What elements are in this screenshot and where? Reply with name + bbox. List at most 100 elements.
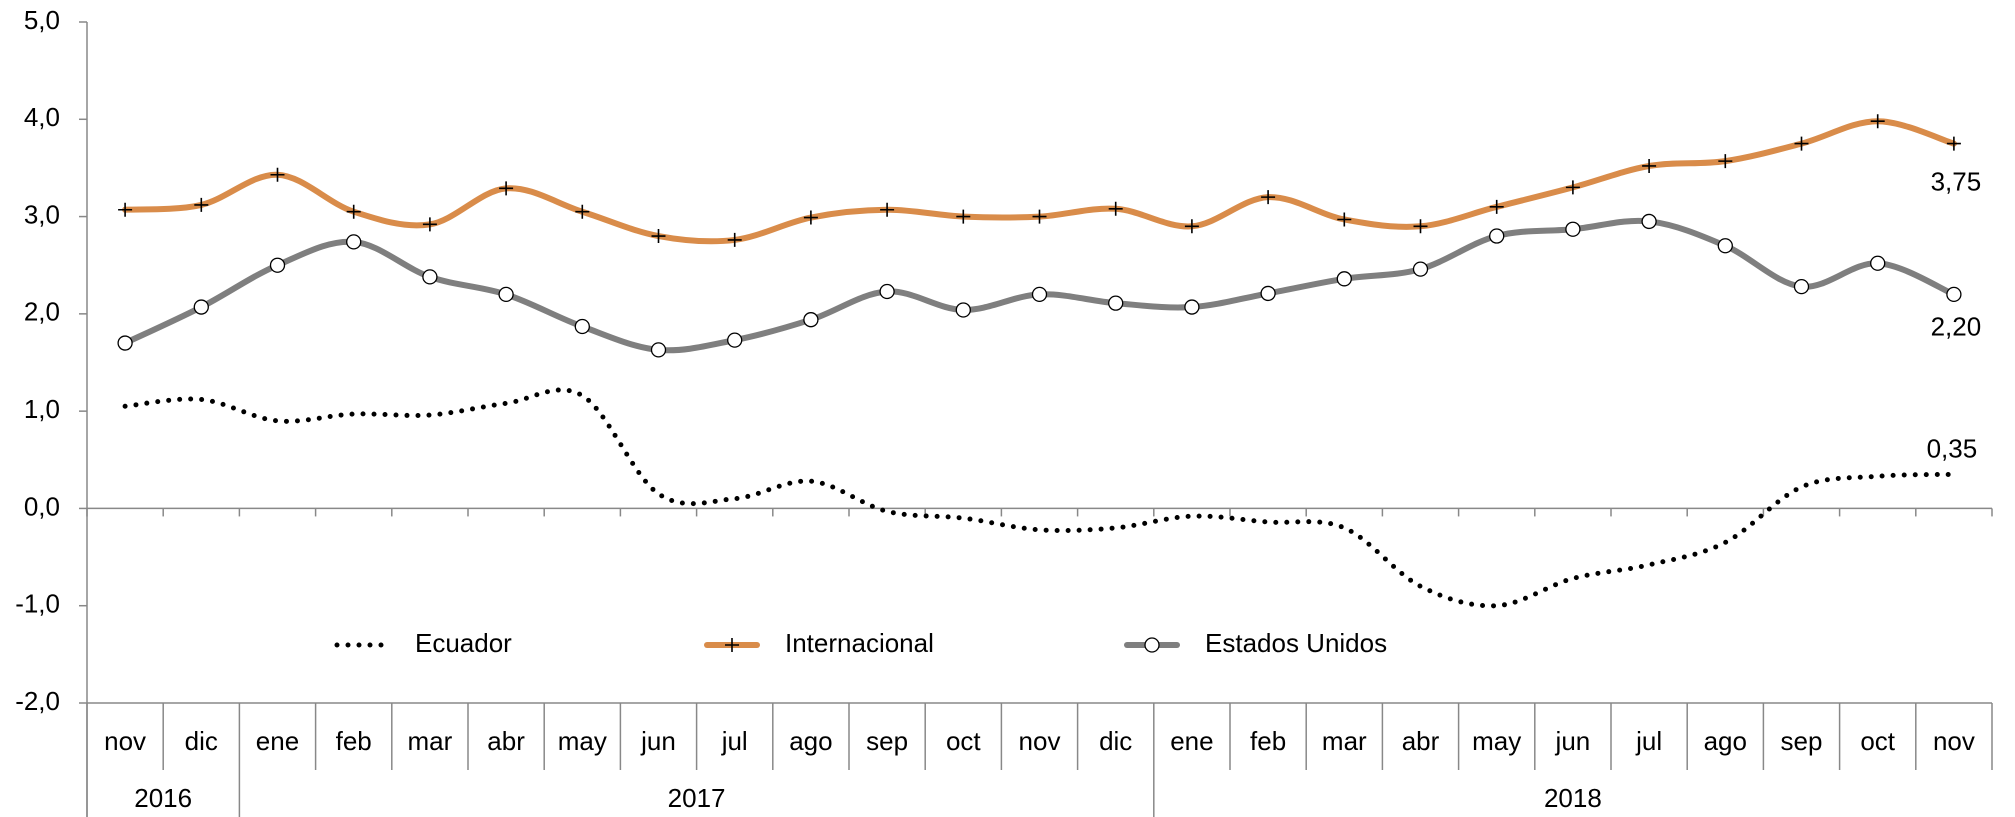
- marker-plus: [651, 229, 666, 244]
- marker: [1184, 299, 1200, 315]
- marker: [1336, 271, 1352, 287]
- marker: [194, 197, 209, 212]
- marker-plus: [1489, 199, 1504, 214]
- marker: [1261, 190, 1276, 205]
- marker: [422, 217, 437, 232]
- marker: [1946, 136, 1961, 151]
- marker: [1717, 238, 1733, 254]
- series-line: [122, 387, 1957, 609]
- marker: [346, 204, 361, 219]
- marker: [1144, 637, 1160, 653]
- marker: [1413, 219, 1428, 234]
- x-tick-label: ene: [1170, 726, 1213, 756]
- x-tick-label: dic: [1099, 726, 1132, 756]
- marker-plus: [1261, 190, 1276, 205]
- marker: [117, 335, 133, 351]
- marker: [574, 318, 590, 335]
- marker: [651, 229, 666, 244]
- marker: [1565, 180, 1580, 195]
- y-tick-label: 4,0: [24, 102, 60, 132]
- marker: [498, 286, 514, 303]
- y-tick-label: 1,0: [24, 394, 60, 424]
- marker: [269, 257, 286, 273]
- marker-plus: [725, 638, 739, 652]
- x-tick-label: nov: [104, 726, 146, 756]
- marker: [956, 209, 971, 224]
- x-tick-label: oct: [1860, 726, 1895, 756]
- marker: [955, 302, 971, 318]
- x-tick-label: nov: [1019, 726, 1061, 756]
- marker: [1793, 278, 1810, 295]
- year-label: 2018: [1544, 783, 1602, 813]
- legend-label: Ecuador: [415, 628, 512, 658]
- marker: [499, 181, 514, 196]
- marker: [193, 299, 209, 315]
- x-tick-label: sep: [866, 726, 908, 756]
- marker-plus: [1718, 154, 1733, 169]
- x-tick-label: mar: [408, 726, 453, 756]
- marker: [1412, 261, 1429, 277]
- marker: [1642, 158, 1657, 173]
- marker: [727, 232, 742, 247]
- x-tick-label: nov: [1933, 726, 1975, 756]
- marker: [1870, 114, 1885, 129]
- marker: [880, 202, 895, 217]
- marker: [1031, 286, 1048, 303]
- marker-plus: [1946, 136, 1961, 151]
- marker: [422, 269, 438, 285]
- marker: [1946, 286, 1962, 303]
- x-tick-label: feb: [1250, 726, 1286, 756]
- marker-plus: [422, 217, 437, 232]
- marker: [1794, 136, 1809, 151]
- x-tick-label: jun: [1555, 726, 1591, 756]
- marker-plus: [1184, 219, 1199, 234]
- y-tick-label: -1,0: [15, 589, 60, 619]
- marker-plus: [1108, 201, 1123, 216]
- marker: [803, 312, 819, 328]
- year-label: 2017: [668, 783, 726, 813]
- marker: [1032, 209, 1047, 224]
- marker-plus: [1870, 114, 1885, 129]
- marker: [650, 342, 667, 358]
- marker-plus: [1642, 158, 1657, 173]
- marker-plus: [956, 209, 971, 224]
- x-tick-label: mar: [1322, 726, 1367, 756]
- marker-plus: [575, 204, 590, 219]
- x-tick-label: ago: [789, 726, 832, 756]
- marker: [346, 234, 362, 250]
- x-tick-label: abr: [487, 726, 525, 756]
- x-tick-label: jun: [640, 726, 676, 756]
- x-tick-label: sep: [1781, 726, 1823, 756]
- x-tick-label: dic: [185, 726, 218, 756]
- marker-plus: [803, 210, 818, 225]
- marker: [1184, 219, 1199, 234]
- marker: [727, 332, 743, 348]
- marker: [1565, 221, 1581, 237]
- marker: [803, 210, 818, 225]
- marker-plus: [194, 197, 209, 212]
- marker: [1108, 295, 1124, 311]
- marker-plus: [118, 202, 133, 217]
- marker-plus: [1565, 180, 1580, 195]
- marker: [725, 638, 739, 652]
- marker: [1489, 228, 1505, 244]
- year-label: 2016: [134, 783, 192, 813]
- marker: [879, 283, 895, 300]
- y-tick-label: 5,0: [24, 5, 60, 35]
- marker: [1718, 154, 1733, 169]
- marker: [575, 204, 590, 219]
- marker-plus: [1413, 219, 1428, 234]
- marker: [1489, 199, 1504, 214]
- y-tick-label: 0,0: [24, 491, 60, 521]
- data-label: 2,20: [1931, 311, 1982, 341]
- x-tick-label: may: [1472, 726, 1521, 756]
- legend-label: Estados Unidos: [1205, 628, 1387, 658]
- marker-plus: [270, 167, 285, 182]
- y-tick-label: 3,0: [24, 199, 60, 229]
- x-tick-label: ago: [1704, 726, 1747, 756]
- x-tick-label: jul: [721, 726, 748, 756]
- x-tick-label: oct: [946, 726, 981, 756]
- marker-plus: [499, 181, 514, 196]
- x-tick-label: abr: [1402, 726, 1440, 756]
